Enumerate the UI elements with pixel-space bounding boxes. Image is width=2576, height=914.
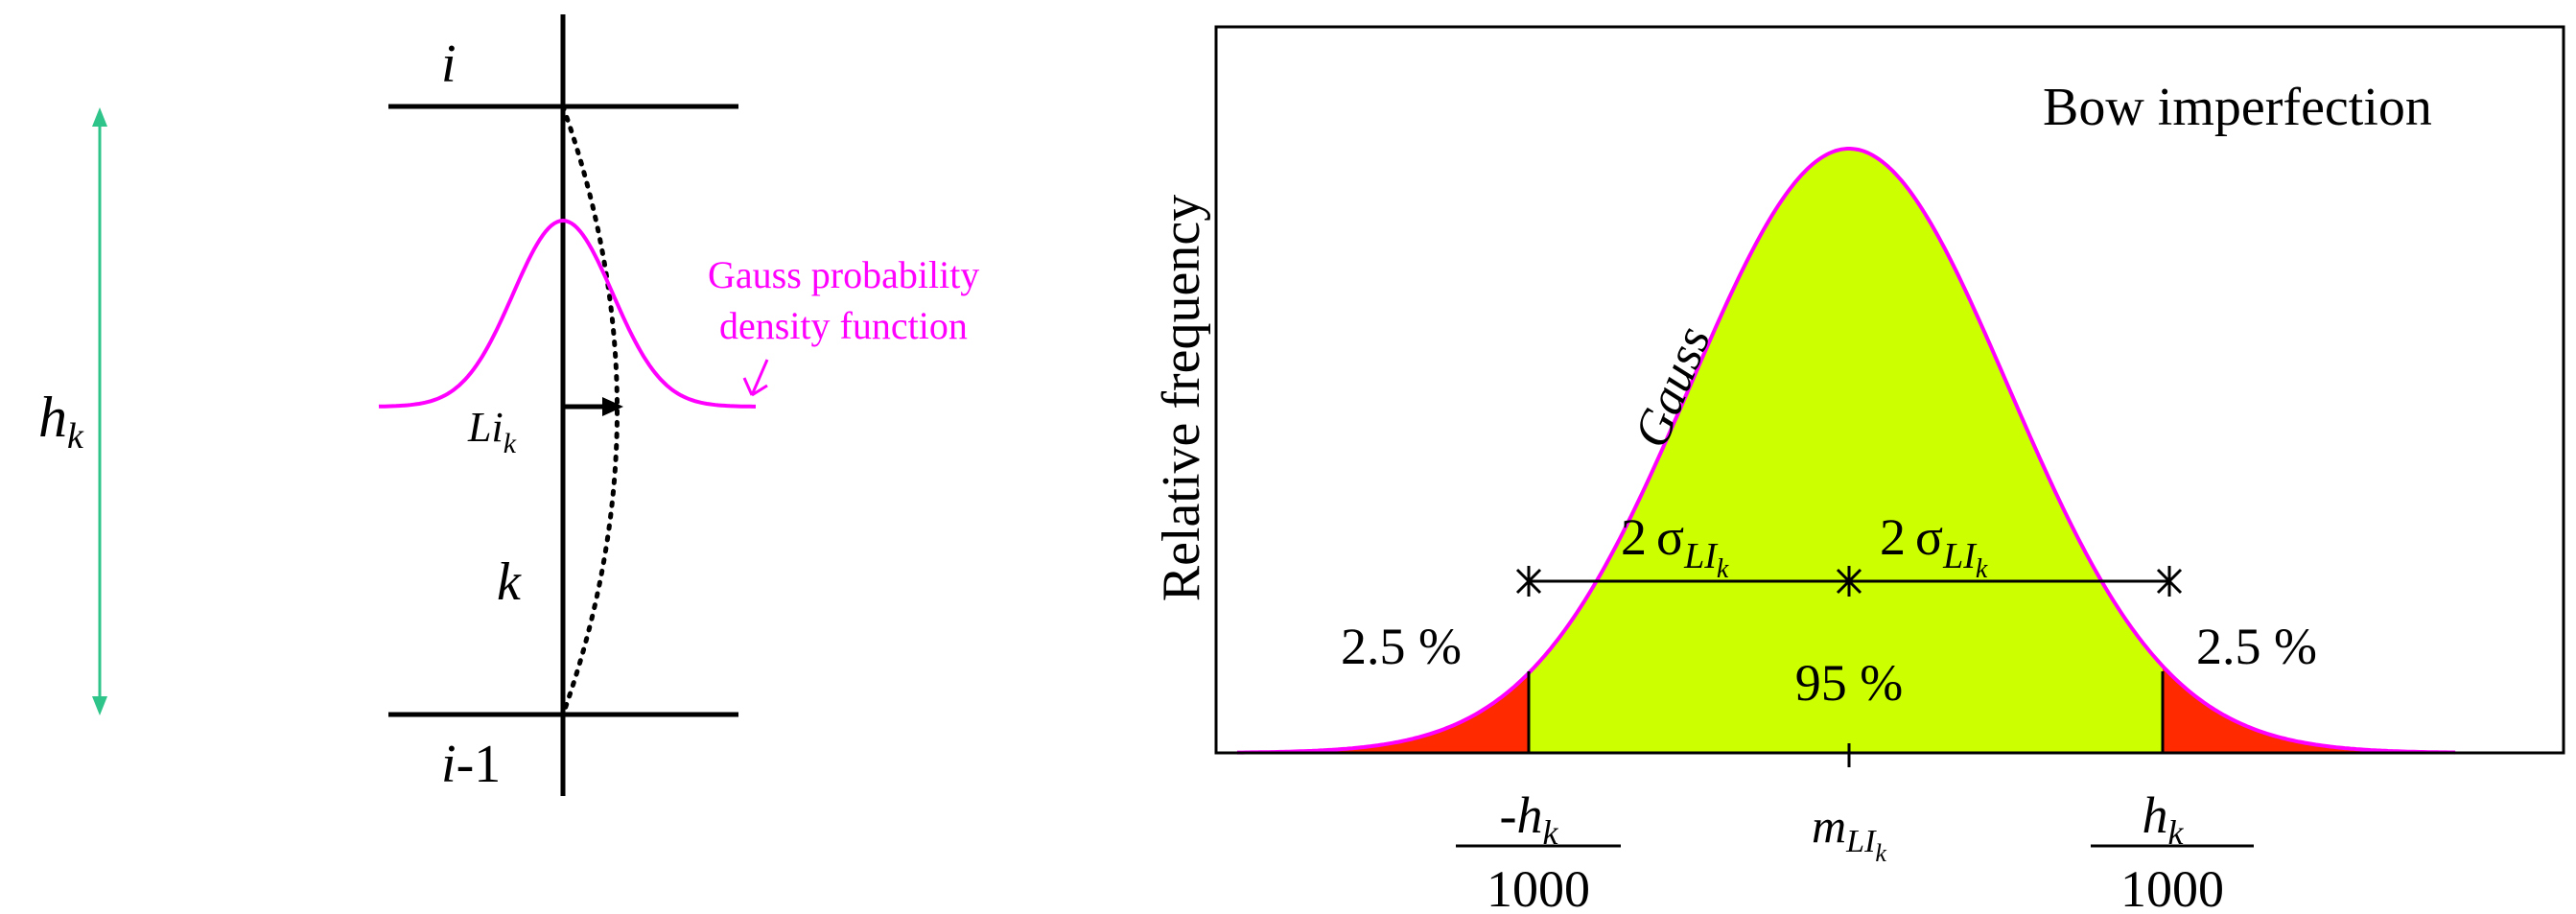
svg-text:1000: 1000 [2120, 860, 2224, 914]
level-i-minus-1-label: i-1 [441, 735, 501, 794]
right-tail-area [2163, 666, 2455, 753]
svg-text:mLIk: mLIk [1812, 799, 1886, 867]
level-i-label: i [441, 35, 457, 94]
central-95-area [1529, 149, 2163, 753]
chart-title: Bow imperfection [2043, 78, 2432, 137]
svg-text:hk: hk [2143, 786, 2185, 852]
right-tail-percent: 2.5 % [2196, 618, 2317, 675]
imperfection-label: Lik [467, 404, 517, 459]
gauss-note-line2: density function [719, 304, 968, 347]
tick-label-right: hk 1000 [2091, 786, 2254, 914]
gauss-curve [1237, 147, 2456, 755]
svg-text:-hk: -hk [1500, 786, 1559, 852]
imperfection-arrow [563, 397, 623, 416]
y-axis-label: Relative frequency [1152, 195, 1211, 601]
sigma-left-label: 2 σLIk [1621, 508, 1729, 584]
height-dimension-arrow [92, 107, 107, 715]
distribution-chart: Bow imperfection Relative frequency Gaus… [1152, 25, 2565, 914]
member-schematic: hk i i-1 k Lik Gauss probability density… [38, 14, 979, 796]
gauss-note-line1: Gauss probability [708, 253, 979, 296]
sigma-right-label: 2 σLIk [1880, 508, 1988, 584]
svg-text:1000: 1000 [1487, 860, 1590, 914]
gauss-note-pointer [742, 359, 769, 397]
left-tail-percent: 2.5 % [1341, 618, 1462, 675]
tick-label-left: -hk 1000 [1456, 786, 1621, 914]
left-tail-area [1237, 672, 1529, 753]
tick-label-mean: mLIk [1812, 799, 1886, 867]
gauss-pdf-curve [378, 218, 756, 409]
center-percent: 95 % [1795, 654, 1903, 712]
bow-deflection-curve [560, 104, 620, 717]
member-k-label: k [497, 552, 522, 612]
sigma-dimension-line [1515, 566, 2183, 597]
height-label: hk [38, 386, 84, 457]
